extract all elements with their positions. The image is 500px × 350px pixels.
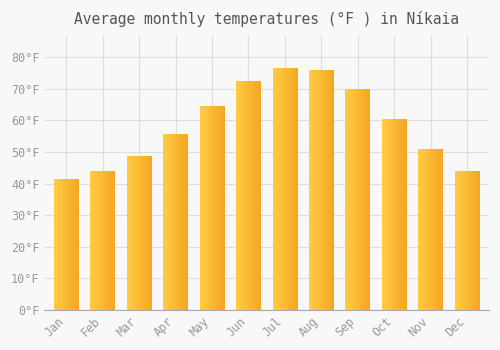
Title: Average monthly temperatures (°F ) in Níkaia: Average monthly temperatures (°F ) in Ní… — [74, 11, 459, 27]
